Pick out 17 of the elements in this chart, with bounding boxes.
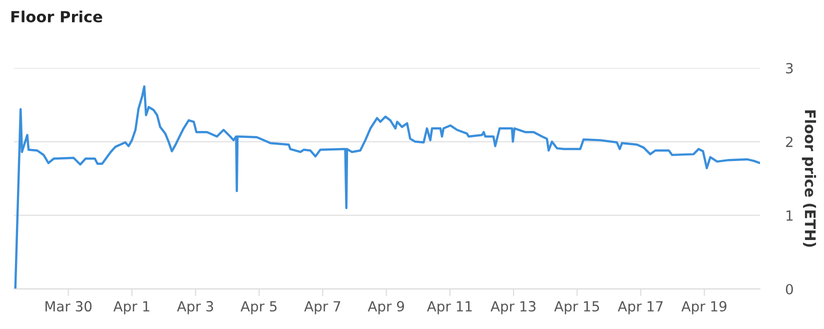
y-tick-label: 3 (786, 62, 793, 74)
x-tick-label: Apr 9 (368, 301, 404, 314)
x-tick-label: Apr 11 (426, 301, 472, 314)
x-tick-label: Apr 17 (618, 301, 663, 314)
y-axis-title: Floor price (ETH) (802, 110, 816, 247)
x-tick-label: Apr 15 (554, 301, 599, 314)
x-tick-label: Apr 7 (304, 301, 340, 314)
x-tick-label: Apr 19 (681, 301, 726, 314)
chart-title: Floor Price (11, 10, 102, 22)
y-tick-label: 2 (786, 136, 792, 147)
x-tick-label: Apr 1 (113, 301, 150, 314)
x-tick-label: Apr 5 (240, 301, 277, 314)
x-tick-label: Apr 13 (490, 301, 536, 314)
x-tick-label: Mar 30 (46, 301, 92, 312)
y-tick-label: 0 (786, 284, 793, 294)
y-tick-label: 1 (786, 210, 793, 221)
x-tick-label: Apr 3 (177, 301, 214, 314)
